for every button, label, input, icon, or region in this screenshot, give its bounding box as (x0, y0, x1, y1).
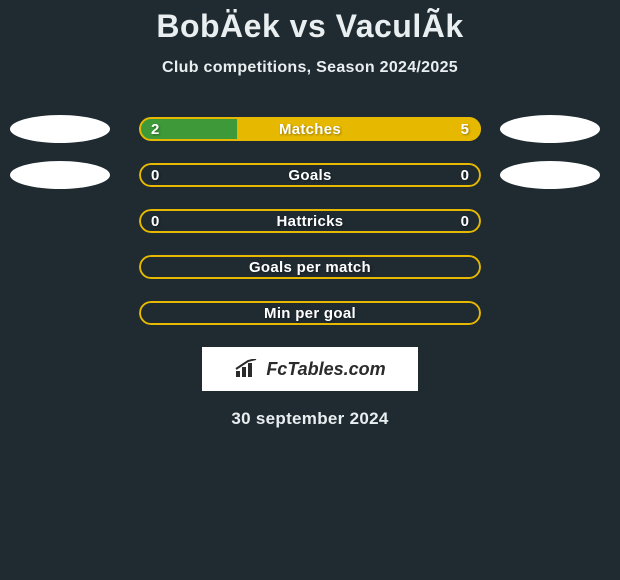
chart-icon (234, 359, 260, 379)
date-line: 30 september 2024 (0, 409, 620, 429)
stat-label: Hattricks (139, 209, 481, 233)
stat-bar: Goals per match (139, 255, 481, 279)
comparison-infographic: BobÄek vs VaculÃk Club competitions, Sea… (0, 0, 620, 580)
stat-label: Goals (139, 163, 481, 187)
player-right-marker (500, 161, 600, 189)
stat-label: Goals per match (139, 255, 481, 279)
page-title: BobÄek vs VaculÃk (0, 0, 620, 45)
stat-rows: 25Matches 00Goals 00Hattricks Goals per mat… (0, 117, 620, 325)
stat-bar: 25Matches (139, 117, 481, 141)
stat-row: 00Goals (0, 163, 620, 187)
logo-box: FcTables.com (202, 347, 418, 391)
player-left-marker (10, 161, 110, 189)
stat-row: Min per goal (0, 301, 620, 325)
player-left-marker (10, 115, 110, 143)
stat-row: 00Hattricks (0, 209, 620, 233)
stat-bar: 00Goals (139, 163, 481, 187)
stat-label: Matches (139, 117, 481, 141)
stat-label: Min per goal (139, 301, 481, 325)
subtitle: Club competitions, Season 2024/2025 (0, 59, 620, 77)
stat-bar: 00Hattricks (139, 209, 481, 233)
stat-row: 25Matches (0, 117, 620, 141)
stat-bar: Min per goal (139, 301, 481, 325)
player-right-marker (500, 115, 600, 143)
stat-row: Goals per match (0, 255, 620, 279)
logo-text: FcTables.com (266, 359, 385, 380)
